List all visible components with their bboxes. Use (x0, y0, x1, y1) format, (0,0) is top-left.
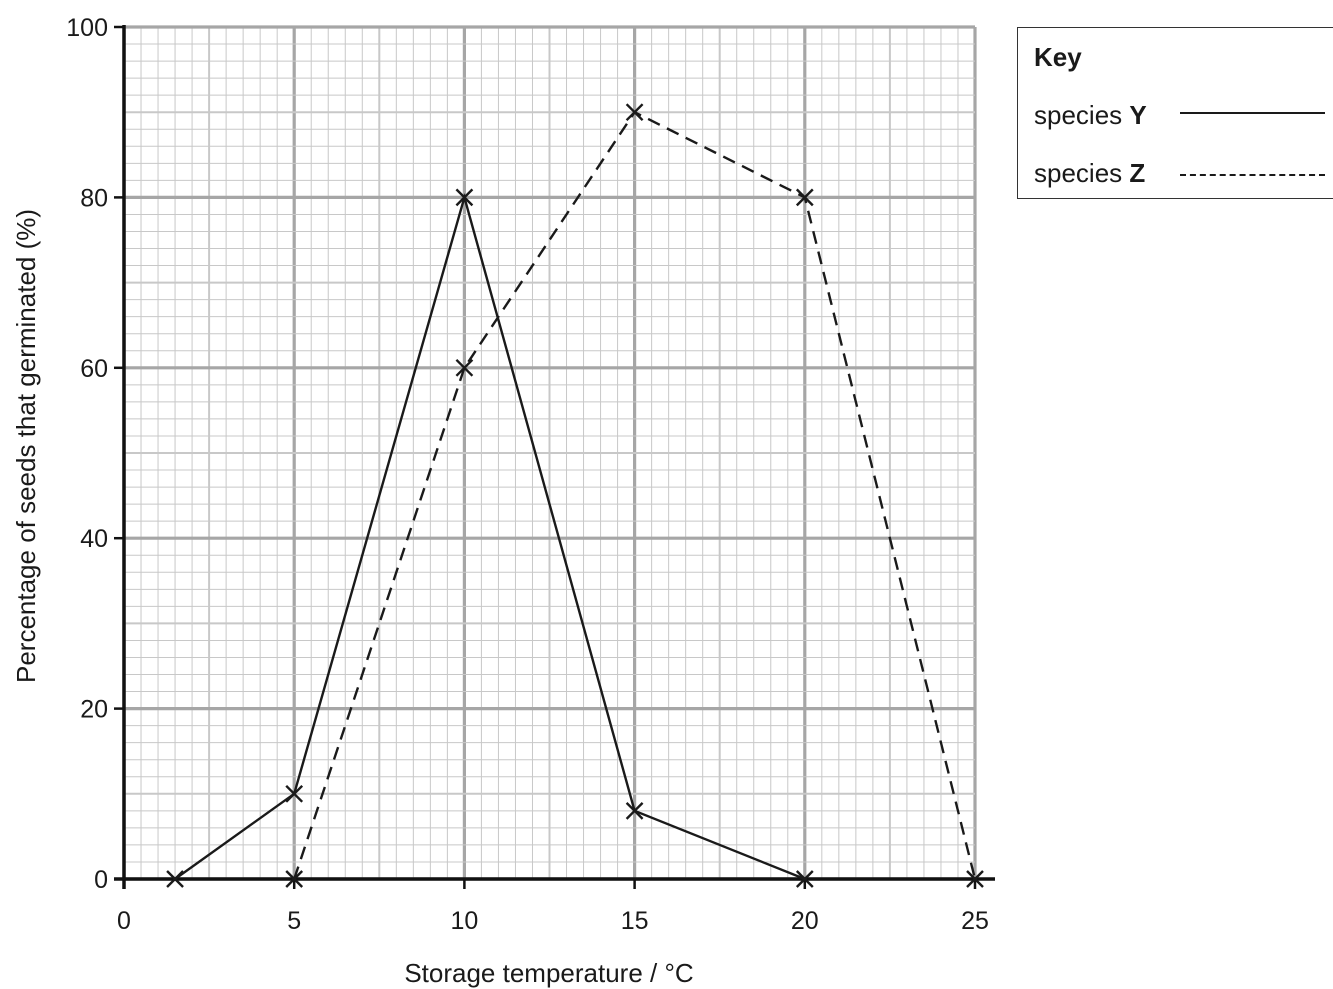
x-tick-label: 5 (287, 907, 301, 935)
y-tick-label: 60 (80, 355, 108, 383)
legend-title: Key (1034, 42, 1082, 72)
data-point-marker (285, 784, 304, 803)
marker-stroke (166, 870, 184, 888)
legend-entry-prefix: species (1034, 158, 1130, 188)
y-tick-label: 40 (80, 525, 108, 553)
data-point-marker (166, 870, 184, 888)
marker-stroke (795, 870, 814, 888)
series-layer (166, 103, 984, 888)
marker-stroke (285, 870, 304, 888)
x-tick-label: 0 (117, 907, 131, 935)
marker-stroke (455, 188, 474, 207)
x-tick-label: 10 (450, 907, 478, 935)
data-point-marker (455, 188, 474, 207)
data-point-marker (966, 870, 984, 888)
legend-line-solid (1180, 112, 1325, 114)
data-point-marker (795, 188, 814, 207)
legend-line-dashed (1180, 174, 1325, 176)
x-tick-label: 25 (961, 907, 989, 935)
legend-entry-prefix: species (1034, 100, 1130, 130)
data-point-marker (795, 870, 814, 888)
marker-stroke (966, 870, 984, 888)
data-point-marker (455, 358, 474, 377)
marker-stroke (795, 188, 814, 207)
axes (114, 25, 995, 889)
legend-entry-species-z: species Z (1034, 158, 1145, 189)
x-tick-label: 20 (791, 907, 819, 935)
y-tick-label: 100 (66, 14, 108, 42)
legend-entry-letter: Y (1129, 100, 1147, 130)
y-tick-label: 80 (80, 184, 108, 212)
y-tick-label: 0 (94, 866, 108, 894)
legend-entry-species-y: species Y (1034, 100, 1147, 131)
legend-key: Key species Y species Z (1017, 27, 1333, 199)
marker-stroke (625, 103, 644, 122)
x-tick-label: 15 (621, 907, 649, 935)
data-point-marker (625, 801, 644, 820)
data-point-marker (285, 870, 304, 888)
grid (122, 25, 977, 881)
y-axis-title: Percentage of seeds that germinated (%) (11, 209, 41, 683)
legend-entry-letter: Z (1129, 158, 1146, 188)
marker-stroke (455, 358, 474, 377)
tick-labels: 0 5 10 15 20 25 0 20 40 60 80 100 (66, 14, 989, 935)
x-axis-title: Storage temperature / °C (404, 958, 693, 988)
y-tick-label: 20 (80, 696, 108, 724)
marker-stroke (285, 784, 304, 803)
data-point-marker (625, 103, 644, 122)
marker-stroke (625, 801, 644, 820)
